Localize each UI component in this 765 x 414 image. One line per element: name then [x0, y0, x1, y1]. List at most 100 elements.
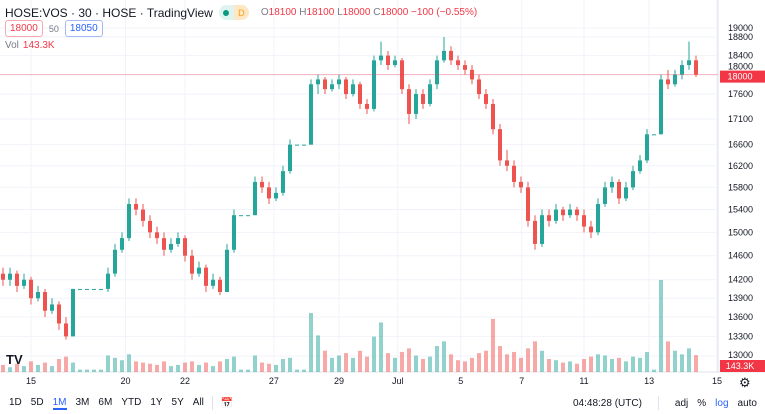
tradingview-logo[interactable]: TV: [6, 352, 23, 367]
scale-auto-button[interactable]: auto: [737, 397, 757, 409]
x-tick-label: 11: [579, 376, 588, 386]
x-tick-label: 20: [120, 376, 130, 386]
candle-body: [687, 60, 691, 66]
volume-bar: [1, 364, 5, 372]
candle-body: [379, 55, 383, 61]
volume-bar: [512, 351, 516, 372]
candle-body: [295, 144, 299, 146]
scale-log-button[interactable]: log: [715, 397, 729, 409]
price-chart[interactable]: 1900018800184001800017600171001660016200…: [0, 0, 765, 392]
volume-bar: [456, 360, 460, 372]
y-tick-label: 18400: [728, 51, 753, 61]
volume-bar: [351, 357, 355, 372]
range-6m[interactable]: 6M: [98, 396, 113, 408]
y-tick-label: 18800: [728, 32, 753, 42]
volume-bar: [372, 336, 376, 372]
candle-body: [505, 160, 509, 166]
candle-body: [617, 181, 621, 199]
range-1d[interactable]: 1D: [9, 396, 22, 408]
volume-bar: [169, 366, 173, 372]
candle-body: [106, 273, 110, 289]
volume-bar: [365, 356, 369, 372]
candle-body: [92, 288, 96, 290]
candle-body: [470, 69, 474, 80]
market-status[interactable]: D: [218, 5, 249, 20]
volume-bar: [554, 360, 558, 372]
candle-body: [624, 187, 628, 199]
candle-body: [141, 209, 145, 221]
candle-body: [540, 215, 544, 244]
range-buttons: 1D 5D 1M 3M 6M YTD 1Y 5Y All: [9, 397, 204, 410]
volume-bar: [71, 362, 75, 372]
candle-body: [372, 60, 376, 109]
buy-button[interactable]: 18050: [64, 20, 103, 37]
volume-bar: [288, 357, 292, 372]
candle-body: [568, 209, 572, 216]
x-tick-label: 29: [334, 376, 344, 386]
candle-body: [365, 103, 369, 109]
volume-bar: [449, 354, 453, 372]
range-ytd[interactable]: YTD: [121, 396, 142, 408]
candle-body: [344, 79, 348, 95]
candle-body: [36, 292, 40, 299]
volume-bar: [309, 313, 313, 372]
spread-value: 50: [48, 23, 59, 34]
y-tick-label: 13900: [728, 293, 753, 303]
candle-body: [176, 238, 180, 244]
range-1m[interactable]: 1M: [52, 396, 67, 410]
scale-adj-button[interactable]: adj: [674, 397, 689, 409]
range-5d[interactable]: 5D: [30, 396, 44, 408]
candle-body: [148, 220, 152, 233]
scale-percent-button[interactable]: %: [697, 397, 707, 409]
volume-bar: [519, 357, 523, 372]
candle-body: [330, 84, 334, 90]
gear-icon[interactable]: ⚙: [739, 375, 751, 390]
volume-bar: [680, 354, 684, 372]
volume-legend: Vol 143.3K: [5, 40, 55, 51]
volume-bar: [190, 361, 194, 372]
volume-bar: [379, 322, 383, 372]
volume-bar: [638, 357, 642, 372]
volume-bar: [323, 350, 327, 372]
volume-bar: [610, 359, 614, 372]
volume-bar: [92, 369, 96, 372]
candle-body: [204, 267, 208, 286]
volume-bar: [211, 366, 215, 372]
low-value: 18000: [342, 7, 371, 18]
volume-bar: [617, 357, 621, 372]
volume-bar: [498, 346, 502, 372]
volume-label-bg: [720, 360, 765, 372]
y-tick-label: 18000: [728, 62, 753, 72]
volume-bar: [246, 369, 250, 372]
candle-body: [673, 74, 677, 85]
range-1y[interactable]: 1Y: [150, 396, 163, 408]
volume-bar: [78, 369, 82, 372]
candle-body: [463, 65, 467, 70]
volume-bar: [64, 356, 68, 372]
range-3m[interactable]: 3M: [75, 396, 90, 408]
candle-body: [99, 288, 103, 290]
x-tick-label: 13: [644, 376, 654, 386]
volume-bar: [316, 335, 320, 372]
candle-body: [288, 144, 292, 172]
candle-body: [246, 215, 250, 217]
range-all[interactable]: All: [192, 396, 204, 408]
last-price-label: 18000: [727, 72, 752, 82]
candle-body: [400, 60, 404, 90]
volume-bar: [540, 350, 544, 372]
candle-body: [631, 171, 635, 188]
volume-label: 143.3K: [726, 361, 755, 371]
x-tick-label: 15: [712, 376, 722, 386]
candle-body: [274, 192, 278, 199]
candle-body: [239, 215, 243, 217]
range-5y[interactable]: 5Y: [171, 396, 184, 408]
volume-bar: [330, 357, 334, 372]
candle-body: [596, 203, 600, 233]
candle-body: [302, 144, 306, 146]
symbol-title[interactable]: HOSE:VOS · 30 · HOSE · TradingView: [5, 5, 213, 20]
x-tick-label: 5: [458, 376, 463, 386]
volume-bar: [652, 369, 656, 372]
candle-body: [260, 181, 264, 188]
goto-date-icon[interactable]: 📅: [220, 397, 234, 409]
sell-button[interactable]: 18000: [5, 20, 43, 37]
